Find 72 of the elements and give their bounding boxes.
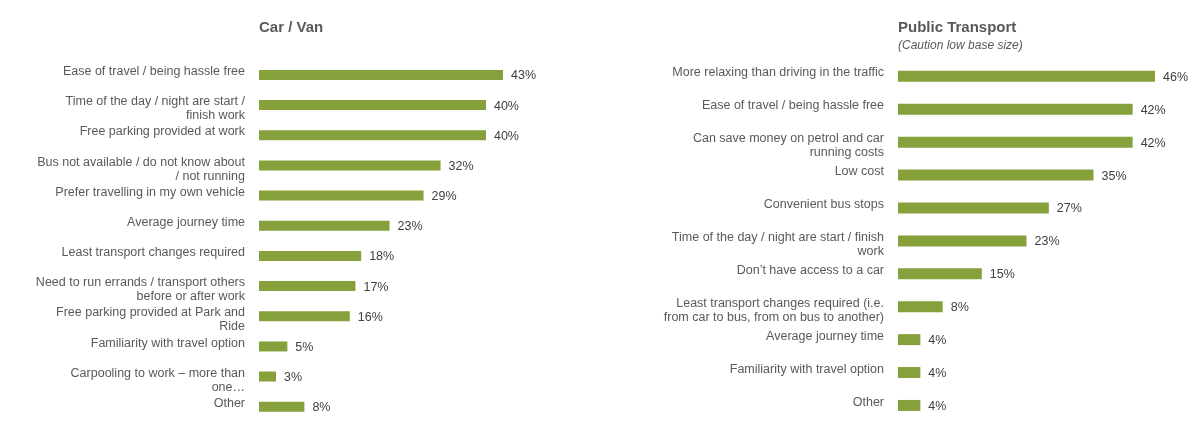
y-tick-label: Other — [852, 394, 884, 409]
data-label: 5% — [295, 339, 314, 354]
bar — [898, 103, 1133, 115]
data-label: 27% — [1056, 201, 1082, 216]
y-tick-label: Bus not available / do not know about / not running — [37, 154, 246, 183]
data-label: 15% — [989, 267, 1015, 282]
data-label: 35% — [1101, 168, 1127, 183]
bar — [898, 399, 921, 411]
chart-title: Car / Van — [259, 18, 325, 35]
y-tick-label: Ease of travel / being hassle free — [62, 64, 246, 79]
bar — [898, 235, 1027, 247]
y-tick-label: Least transport changes required (i.e. from car to bus, from on bus to another) — [663, 295, 884, 324]
y-tick-label: Can save money on petrol and car running costs — [692, 131, 884, 160]
bar — [259, 69, 503, 80]
y-tick-label: Familiarity with travel option — [90, 335, 246, 350]
y-tick-label: Average journey time — [766, 328, 885, 343]
bar — [898, 334, 921, 346]
data-label: 17% — [363, 279, 389, 294]
data-label: 40% — [493, 128, 520, 143]
y-tick-label: Need to run errands / transport others before or after work — [35, 275, 246, 304]
bar — [898, 301, 943, 313]
bar — [259, 371, 277, 382]
y-tick-label: Don’t have access to a car — [736, 262, 884, 277]
bar — [259, 130, 486, 141]
y-tick-label: Free parking provided at Park and Ride — [56, 305, 246, 334]
y-tick-label: Carpooling to work – more than one… — [70, 365, 246, 394]
data-label: 4% — [928, 365, 947, 380]
data-label: 32% — [448, 158, 474, 173]
bar — [898, 70, 1155, 82]
y-tick-label: Least transport changes required — [61, 245, 246, 260]
y-tick-label: Time of the day / night are start / finish work — [65, 94, 246, 123]
bar — [259, 311, 350, 322]
data-label: 3% — [284, 370, 303, 385]
bar — [259, 160, 441, 171]
y-tick-label: Low cost — [834, 164, 885, 179]
y-tick-label: Prefer travelling in my own vehicle — [55, 184, 246, 199]
data-label: 16% — [357, 309, 383, 324]
y-tick-label: Convenient bus stops — [763, 197, 884, 212]
bar — [898, 268, 982, 280]
data-label: 4% — [928, 333, 947, 348]
bar — [898, 367, 921, 379]
bar — [259, 220, 390, 231]
bar — [898, 136, 1133, 148]
bar — [259, 401, 305, 412]
y-tick-label: Average journey time — [127, 214, 246, 229]
y-tick-label: Time of the day / night are start / finish work — [671, 230, 885, 258]
data-label: 40% — [493, 98, 520, 113]
data-label: 8% — [312, 400, 331, 415]
bar — [259, 190, 424, 201]
bar — [898, 169, 1094, 181]
data-label: 42% — [1140, 135, 1166, 150]
bar — [259, 341, 288, 352]
y-tick-label: Free parking provided at work — [79, 124, 246, 139]
y-tick-label: Familiarity with travel option — [729, 361, 885, 376]
data-label: 8% — [950, 300, 969, 315]
bar — [259, 281, 356, 292]
data-label: 46% — [1163, 69, 1189, 84]
data-label: 29% — [431, 189, 457, 204]
chart-title: Public Transport — [898, 18, 1018, 35]
y-tick-label: Other — [213, 395, 245, 410]
data-label: 23% — [397, 219, 423, 234]
data-label: 18% — [369, 249, 395, 264]
bar — [898, 202, 1049, 214]
bar — [259, 100, 486, 111]
y-tick-label: More relaxing than driving in the traffic — [672, 65, 884, 80]
data-label: 42% — [1140, 102, 1166, 117]
data-label: 43% — [511, 68, 537, 83]
data-label: 4% — [928, 398, 947, 413]
y-tick-label: Ease of travel / being hassle free — [701, 98, 885, 113]
data-label: 23% — [1034, 234, 1060, 249]
chart-subtitle: (Caution low base size) — [898, 38, 1024, 52]
bar — [259, 250, 362, 261]
